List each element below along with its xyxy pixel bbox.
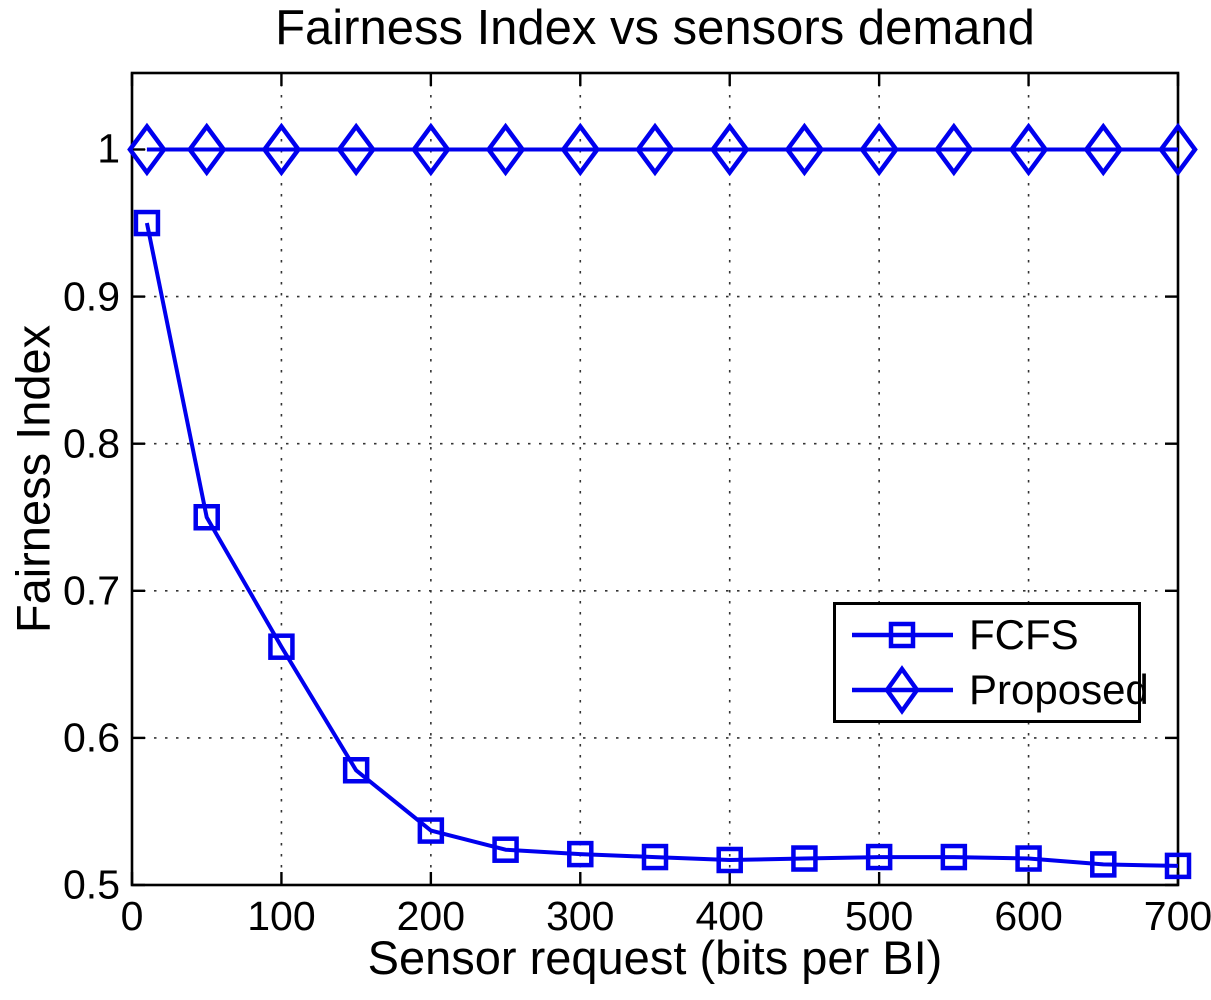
fcfs-marker bbox=[342, 757, 370, 784]
proposed-marker bbox=[560, 122, 601, 177]
fcfs-marker bbox=[133, 209, 161, 237]
fcfs-marker bbox=[940, 843, 968, 871]
legend-box: FCFS Proposed bbox=[833, 602, 1149, 723]
legend-entry-fcfs: FCFS bbox=[836, 608, 1138, 662]
x-tick-label-100: 100 bbox=[247, 893, 316, 939]
fcfs-line bbox=[144, 222, 1179, 868]
proposed-marker bbox=[411, 122, 451, 177]
proposed-marker bbox=[859, 122, 899, 177]
fcfs-marker bbox=[641, 843, 669, 871]
x-tick-label-0: 0 bbox=[120, 893, 144, 939]
proposed-marker bbox=[1158, 122, 1198, 177]
fcfs-marker bbox=[865, 843, 893, 871]
fcfs-marker bbox=[417, 817, 445, 844]
proposed-marker bbox=[261, 122, 302, 177]
y-tick-label-0.7: 0.7 bbox=[63, 567, 120, 614]
fcfs-marker bbox=[716, 846, 743, 874]
axes-border bbox=[130, 71, 1180, 887]
proposed-marker bbox=[709, 122, 750, 177]
x-tick-label-300: 300 bbox=[546, 893, 615, 939]
y-tick-label-1: 1 bbox=[97, 125, 120, 172]
y-tick-label-0.9: 0.9 bbox=[63, 273, 120, 320]
fcfs-line-sample-icon bbox=[852, 621, 953, 648]
proposed-marker bbox=[934, 122, 974, 177]
fcfs-marker bbox=[1164, 852, 1192, 880]
legend-entry-proposed: Proposed bbox=[836, 663, 1149, 717]
y-tick-label-0.5: 0.5 bbox=[63, 861, 120, 908]
y-tick-label-0.8: 0.8 bbox=[63, 420, 120, 467]
fcfs-marker bbox=[193, 503, 220, 531]
proposed-marker bbox=[1083, 122, 1124, 177]
legend-label-proposed: Proposed bbox=[969, 666, 1149, 714]
x-tick-label-700: 700 bbox=[1143, 893, 1211, 939]
fcfs-marker bbox=[1090, 851, 1117, 878]
proposed-marker bbox=[635, 122, 675, 177]
proposed-marker bbox=[336, 122, 376, 177]
fcfs-marker bbox=[492, 836, 519, 863]
fcfs-marker bbox=[791, 845, 818, 872]
y-tick-label-0.6: 0.6 bbox=[63, 714, 120, 761]
proposed-line-sample-icon bbox=[852, 665, 953, 716]
proposed-marker bbox=[1008, 122, 1049, 177]
fcfs-marker bbox=[268, 633, 295, 660]
proposed-marker bbox=[186, 122, 227, 177]
proposed-marker bbox=[784, 122, 825, 177]
legend-label-fcfs: FCFS bbox=[969, 610, 1079, 658]
proposed-marker bbox=[127, 122, 167, 177]
proposed-marker bbox=[485, 122, 526, 177]
x-tick-label-600: 600 bbox=[994, 893, 1063, 939]
x-axis-label: Sensor request (bits per BI) bbox=[367, 931, 943, 984]
fcfs-marker bbox=[567, 840, 594, 868]
x-tick-label-500: 500 bbox=[844, 893, 914, 939]
chart-title: Fairness Index vs sensors demand bbox=[275, 1, 1035, 55]
plot-background bbox=[132, 73, 1178, 885]
x-tick-label-400: 400 bbox=[695, 893, 764, 939]
x-tick-label-200: 200 bbox=[396, 893, 466, 939]
fcfs-marker bbox=[1015, 845, 1042, 872]
